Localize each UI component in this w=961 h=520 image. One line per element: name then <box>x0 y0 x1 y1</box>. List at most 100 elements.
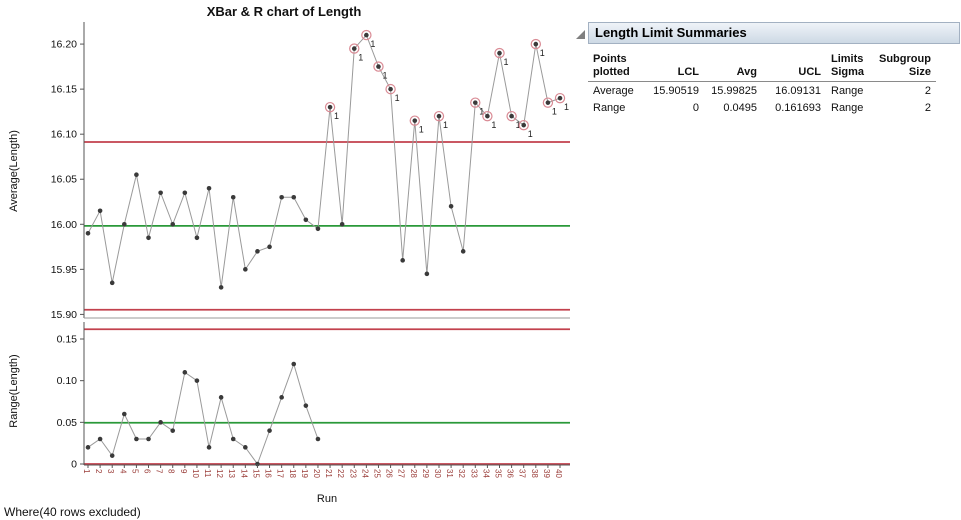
x-tick-label: 35 <box>494 469 503 478</box>
x-tick-label: 11 <box>203 469 212 478</box>
x-tick-label: 33 <box>469 469 478 478</box>
y-tick-label: 16.15 <box>51 84 77 96</box>
data-point[interactable] <box>218 285 224 290</box>
data-point[interactable] <box>134 436 139 442</box>
x-tick-label: 22 <box>336 469 345 478</box>
data-point[interactable] <box>206 185 212 191</box>
ooc-ring <box>470 97 481 108</box>
x-tick-label: 18 <box>288 469 297 478</box>
data-point[interactable] <box>122 221 127 227</box>
ooc-label: 1 <box>479 107 484 117</box>
summary-cell: 0.161693 <box>775 102 821 115</box>
data-point[interactable] <box>146 436 151 442</box>
data-point[interactable] <box>557 95 563 101</box>
x-tick-label: 6 <box>143 469 152 474</box>
ooc-ring <box>506 110 517 122</box>
data-point[interactable] <box>315 226 321 232</box>
data-point[interactable] <box>472 100 478 105</box>
data-point[interactable] <box>460 249 466 254</box>
data-point[interactable] <box>230 436 236 442</box>
data-point[interactable] <box>303 403 309 408</box>
x-tick-label: 13 <box>227 469 236 478</box>
ooc-label: 1 <box>443 120 448 130</box>
data-point[interactable] <box>267 428 272 433</box>
data-point[interactable] <box>364 32 369 38</box>
summary-col-header: Points plotted <box>588 52 648 83</box>
data-point[interactable] <box>146 235 151 241</box>
ooc-ring <box>433 110 445 122</box>
ooc-ring <box>373 61 384 72</box>
data-point[interactable] <box>279 194 284 200</box>
data-point[interactable] <box>424 271 430 277</box>
ooc-ring <box>518 119 529 131</box>
x-tick-label: 29 <box>421 469 430 478</box>
data-point[interactable] <box>109 280 115 286</box>
summary-col-header: Limits Sigma <box>826 52 874 83</box>
x-tick-label: 1 <box>82 469 91 474</box>
data-point[interactable] <box>194 235 200 241</box>
panel-title: Length Limit Summaries <box>588 22 960 44</box>
data-point[interactable] <box>279 395 284 400</box>
data-point[interactable] <box>267 244 272 250</box>
x-tick-label: 19 <box>300 469 309 478</box>
x-tick-label: 10 <box>191 469 200 478</box>
data-point[interactable] <box>485 113 490 119</box>
data-point[interactable] <box>291 361 297 367</box>
x-tick-label: 14 <box>239 469 248 478</box>
data-point[interactable] <box>134 172 139 178</box>
data-point[interactable] <box>97 208 103 214</box>
disclosure-triangle-icon[interactable] <box>576 29 585 39</box>
data-point[interactable] <box>194 378 200 383</box>
data-point[interactable] <box>315 436 321 442</box>
data-point[interactable] <box>243 267 248 272</box>
limit-summaries-panel: Length Limit Summaries Points plotted LCL… <box>576 22 960 116</box>
data-point[interactable] <box>400 258 405 263</box>
data-point[interactable] <box>303 217 309 223</box>
data-point[interactable] <box>545 100 551 105</box>
summary-col-header: Subgroup Size <box>874 52 936 83</box>
x-tick-label: 26 <box>385 469 394 478</box>
data-point[interactable] <box>122 411 127 417</box>
data-point[interactable] <box>255 249 260 254</box>
data-point[interactable] <box>109 453 115 458</box>
x-axis-title: Run <box>316 493 338 505</box>
data-point[interactable] <box>388 86 393 92</box>
summary-row: Range 0 0.0495 0.161693 Range 2 <box>588 99 936 116</box>
data-point[interactable] <box>339 221 345 227</box>
data-point[interactable] <box>521 122 527 128</box>
data-point[interactable] <box>243 445 248 450</box>
data-point[interactable] <box>182 370 188 375</box>
x-tick-label: 31 <box>445 469 454 478</box>
data-point[interactable] <box>170 428 176 433</box>
data-point[interactable] <box>158 420 163 425</box>
data-point[interactable] <box>182 190 188 196</box>
data-point[interactable] <box>509 113 514 119</box>
data-point[interactable] <box>85 230 91 236</box>
data-point[interactable] <box>351 46 357 51</box>
data-point[interactable] <box>218 395 224 400</box>
ooc-ring <box>530 38 542 50</box>
data-point[interactable] <box>97 436 103 442</box>
data-point[interactable] <box>376 64 381 69</box>
series-line <box>87 362 319 466</box>
data-point[interactable] <box>412 118 418 123</box>
data-point[interactable] <box>327 104 333 110</box>
data-point[interactable] <box>533 41 539 47</box>
ooc-ring <box>385 83 396 95</box>
data-point[interactable] <box>448 203 454 209</box>
data-point[interactable] <box>206 445 212 450</box>
data-point[interactable] <box>436 113 442 119</box>
data-point[interactable] <box>85 445 91 450</box>
data-point[interactable] <box>158 190 163 196</box>
ooc-label: 1 <box>419 125 424 135</box>
y-tick-label: 15.95 <box>51 264 77 276</box>
ooc-ring <box>494 47 505 59</box>
data-point[interactable] <box>291 194 297 200</box>
panel-header[interactable]: Length Limit Summaries <box>576 22 960 44</box>
ooc-label: 1 <box>395 93 400 103</box>
data-point[interactable] <box>497 50 502 56</box>
data-point[interactable] <box>170 221 176 227</box>
data-point[interactable] <box>230 194 236 200</box>
x-tick-label: 24 <box>360 469 369 478</box>
